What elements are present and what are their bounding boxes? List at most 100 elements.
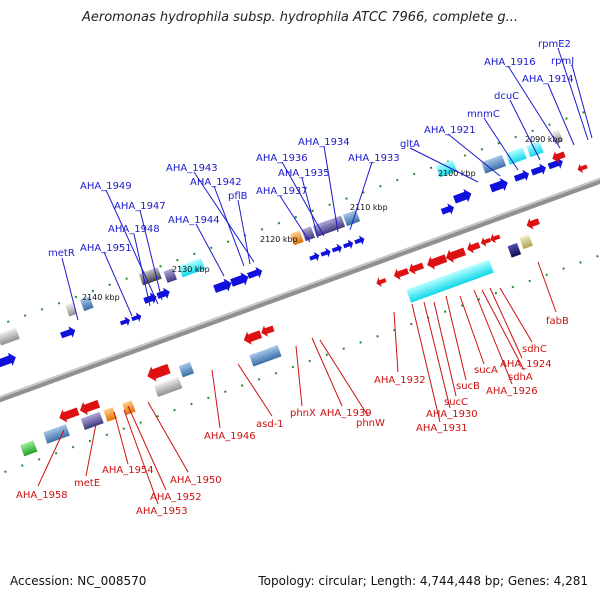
gene-label: AHA_1944 <box>168 215 220 226</box>
gene-label: phnW <box>356 418 385 429</box>
gene-arrow <box>354 235 365 245</box>
genome-map: 2090 kbp 2100 kbp 2110 kbp 2120 kbp 2130… <box>0 39 600 517</box>
gene-label: metE <box>74 478 100 489</box>
gene-arrow <box>147 363 171 382</box>
gene-label: sucA <box>474 365 498 376</box>
genome-track <box>0 106 600 474</box>
gene-arrow <box>467 242 481 254</box>
gene-label: AHA_1951 <box>80 243 132 254</box>
gene-label: AHA_1949 <box>80 181 132 192</box>
gene-label: sdhC <box>522 344 547 355</box>
gene-arrow <box>309 251 320 262</box>
gene-label: pflB <box>228 191 248 202</box>
tick-label: 2090 kbp <box>525 135 563 144</box>
gene-label: AHA_1935 <box>278 168 330 179</box>
gene-label: metR <box>48 248 75 259</box>
gene-arrow <box>530 163 546 176</box>
gene-label: AHA_1954 <box>102 465 154 476</box>
gene-arrow <box>490 233 501 244</box>
gene-label: mnmC <box>467 109 500 120</box>
gene-arrow <box>577 163 588 174</box>
gene-label: AHA_1921 <box>424 125 476 136</box>
gene-label: AHA_1943 <box>166 163 218 174</box>
top-leader-lines <box>61 47 593 321</box>
tick-label: 2120 kbp <box>260 235 298 244</box>
gene-arrow <box>0 365 2 385</box>
gene-label: AHA_1934 <box>298 137 350 148</box>
gene-label: asd-1 <box>256 419 284 430</box>
gene-arrow <box>119 316 130 327</box>
gene-label: phnX <box>290 408 316 419</box>
forward-genes <box>0 157 563 385</box>
page-title: Aeromonas hydrophila subsp. hydrophila A… <box>81 10 519 25</box>
gene-label: AHA_1952 <box>150 492 202 503</box>
gene-arrow <box>156 287 170 300</box>
reverse-genes <box>59 151 588 423</box>
gene-arrow <box>213 278 232 293</box>
reverse-features <box>20 234 533 457</box>
gene-label: fabB <box>546 316 569 327</box>
gene-arrow <box>427 254 448 270</box>
gene-arrow <box>131 312 142 322</box>
gene-label: AHA_1950 <box>170 475 222 486</box>
gene-label: AHA_1916 <box>484 57 536 68</box>
gene-arrow <box>440 203 455 215</box>
gene-arrow <box>331 243 342 254</box>
gene-arrow <box>445 247 467 263</box>
gene-label: AHA_1932 <box>374 375 426 386</box>
gene-arrow <box>261 325 275 337</box>
gene-arrow <box>552 151 566 163</box>
top-gene-labels: rpmE2 rpmJ AHA_1916 AHA_1914 dcuC mnmC A… <box>48 39 574 259</box>
gene-label: sucB <box>456 381 480 392</box>
gene-label: AHA_1937 <box>256 186 308 197</box>
gene-label: rpmJ <box>551 56 574 67</box>
gene-arrow <box>489 177 508 193</box>
gene-label: sucC <box>444 397 468 408</box>
gene-arrow <box>320 247 331 258</box>
gene-arrow <box>393 268 410 280</box>
gene-arrow <box>526 218 540 230</box>
gene-label: AHA_1946 <box>204 431 256 442</box>
gene-label: AHA_1948 <box>108 224 160 235</box>
gene-label: AHA_1914 <box>522 74 574 85</box>
gene-arrow <box>376 277 387 287</box>
gene-arrow <box>243 330 263 345</box>
tick-label: 2110 kbp <box>350 203 388 212</box>
gene-label: AHA_1924 <box>500 359 552 370</box>
gene-arrow <box>513 169 530 182</box>
bottom-gene-labels: fabB sdhC AHA_1924 sdhA AHA_1926 sucA su… <box>16 316 569 517</box>
gene-label: sdhA <box>508 372 533 383</box>
gene-arrow <box>0 352 16 368</box>
gene-label: AHA_1936 <box>256 153 308 164</box>
gene-arrow <box>408 262 425 275</box>
gene-arrow <box>79 399 101 416</box>
gene-label: AHA_1926 <box>486 386 538 397</box>
gene-label: AHA_1947 <box>114 201 166 212</box>
gene-label: rpmE2 <box>538 39 571 50</box>
kbp-ticks: 2090 kbp 2100 kbp 2110 kbp 2120 kbp 2130… <box>82 135 563 302</box>
gene-arrow <box>547 157 563 170</box>
bottom-leader-lines <box>37 261 557 505</box>
tick-label: 2100 kbp <box>438 169 476 178</box>
gene-arrow <box>453 189 472 204</box>
gene-arrow <box>343 239 354 250</box>
tick-label: 2130 kbp <box>172 265 210 274</box>
gene-label: AHA_1942 <box>190 177 242 188</box>
gene-label: dcuC <box>494 91 519 102</box>
gene-arrow <box>247 266 263 279</box>
gene-label: AHA_1939 <box>320 408 372 419</box>
gene-label: AHA_1953 <box>136 506 188 517</box>
gene-label: AHA_1958 <box>16 490 68 501</box>
gene-arrow <box>230 272 249 287</box>
genome-summary-text: Topology: circular; Length: 4,744,448 bp… <box>258 574 588 588</box>
gene-arrow <box>480 237 492 247</box>
gene-label: AHA_1933 <box>348 153 400 164</box>
gene-label: gltA <box>400 139 420 150</box>
tick-label: 2140 kbp <box>82 293 120 302</box>
accession-text: Accession: NC_008570 <box>10 574 147 588</box>
gene-arrow <box>143 292 157 304</box>
gene-arrow <box>59 407 80 423</box>
gene-arrow <box>60 326 76 339</box>
gene-label: AHA_1930 <box>426 409 478 420</box>
gene-label: AHA_1931 <box>416 423 468 434</box>
